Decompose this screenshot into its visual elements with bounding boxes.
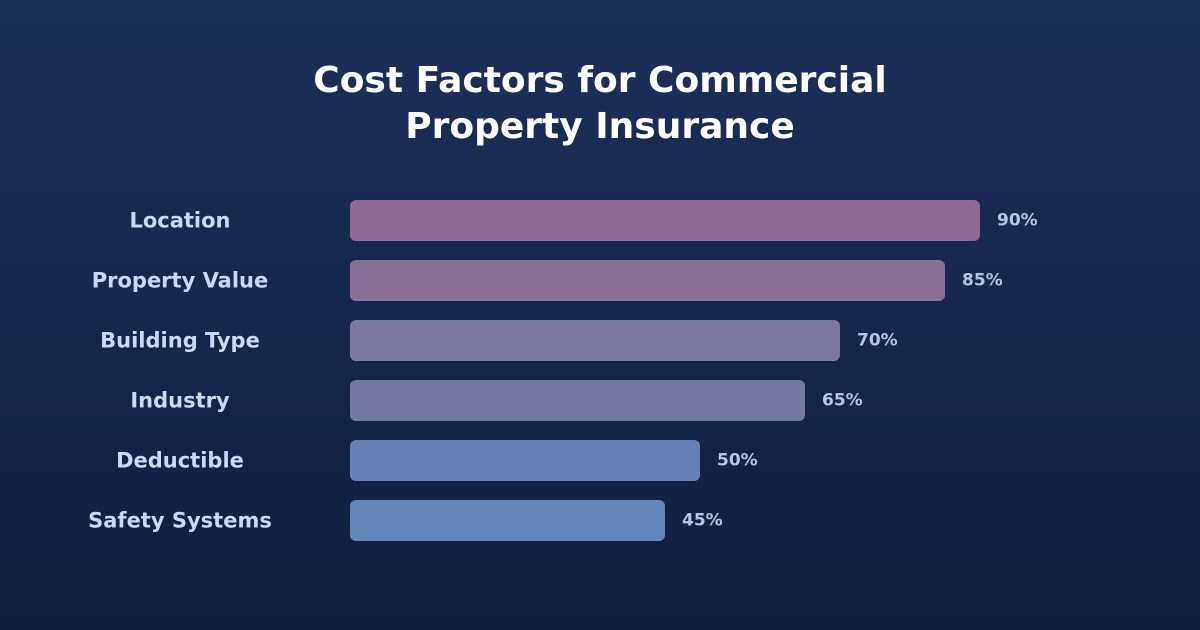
chart-title-line-1: Cost Factors for Commercial: [313, 60, 887, 101]
category-label: Location: [129, 209, 230, 233]
category-label: Building Type: [100, 329, 260, 353]
value-label: 50%: [717, 451, 758, 471]
bar: [350, 320, 840, 361]
category-label: Property Value: [92, 269, 269, 293]
bar: [350, 260, 945, 301]
bar: [350, 440, 700, 481]
category-label: Deductible: [116, 449, 244, 473]
category-label: Safety Systems: [88, 509, 272, 533]
value-label: 90%: [997, 211, 1038, 231]
bar: [350, 380, 805, 421]
chart-title-line-2: Property Insurance: [405, 106, 795, 147]
value-label: 70%: [857, 331, 898, 351]
value-label: 65%: [822, 391, 863, 411]
chart-title: Cost Factors for Commercial Property Ins…: [0, 58, 1200, 150]
category-label: Industry: [130, 389, 230, 413]
value-label: 45%: [682, 511, 723, 531]
value-label: 85%: [962, 271, 1003, 291]
bar: [350, 500, 665, 541]
bar: [350, 200, 980, 241]
